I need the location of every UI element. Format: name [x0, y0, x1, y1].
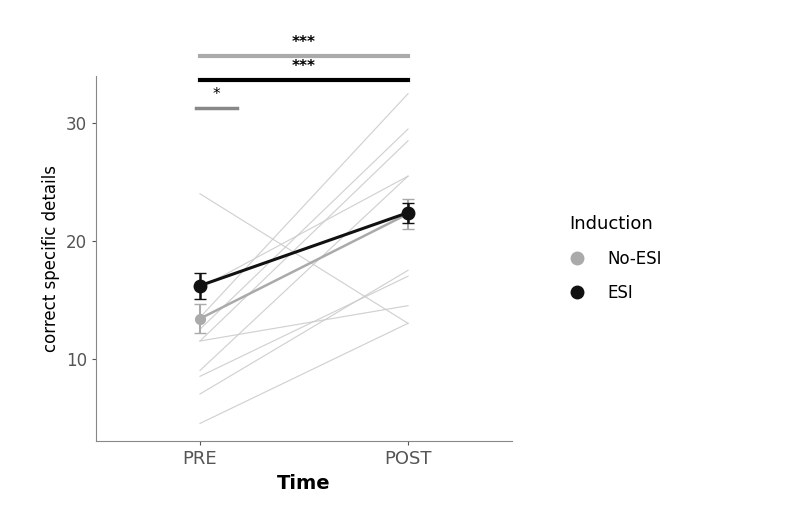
- Text: *: *: [213, 87, 221, 102]
- Text: ***: ***: [292, 59, 316, 74]
- No-ESI: [195, 315, 205, 321]
- X-axis label: Time: Time: [277, 474, 331, 493]
- Text: ***: ***: [292, 34, 316, 50]
- Y-axis label: correct specific details: correct specific details: [42, 165, 60, 352]
- Line: ESI: ESI: [194, 206, 414, 292]
- ESI: [403, 209, 413, 215]
- Legend: No-ESI, ESI: No-ESI, ESI: [554, 208, 668, 309]
- ESI: [195, 282, 205, 288]
- No-ESI: [403, 211, 413, 217]
- Line: No-ESI: No-ESI: [195, 209, 413, 323]
